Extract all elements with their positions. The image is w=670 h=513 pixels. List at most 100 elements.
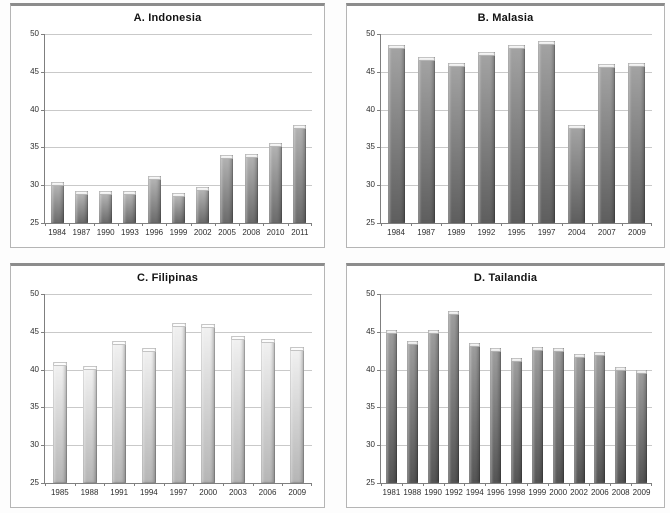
gridline	[45, 185, 312, 187]
bar	[244, 154, 258, 223]
bar-slot	[69, 34, 93, 223]
bar-slot	[104, 294, 134, 483]
bar-slot	[191, 34, 215, 223]
bar-slot	[441, 34, 471, 223]
bar-slot	[402, 294, 423, 483]
x-tick	[117, 223, 119, 226]
x-tick	[166, 223, 168, 226]
x-tick-label: 1987	[417, 228, 436, 237]
x-tick-label: 1994	[465, 488, 484, 497]
bar	[220, 154, 234, 223]
bar-slot	[45, 34, 69, 223]
plot-area: 25 30 35 40 45 50 1984 1987 1990 1993 1996 1999 2002…	[30, 30, 312, 237]
x-tick	[441, 223, 443, 226]
bar	[50, 182, 64, 223]
plot-area: 25 30 35 40 45 50 1985 1988 1991 1994 1997 2000 2003…	[30, 290, 312, 497]
x-tick	[589, 483, 591, 486]
y-tick-label: 50	[366, 289, 375, 298]
bar	[552, 348, 564, 483]
x-tick	[214, 223, 216, 226]
y-tick	[41, 71, 45, 73]
bar	[171, 192, 185, 223]
x-tick	[381, 483, 382, 486]
y-tick	[377, 331, 381, 333]
x-tick-label: 2005	[218, 228, 236, 237]
bar	[628, 62, 646, 223]
bar-slot	[94, 34, 118, 223]
x-tick-label: 1990	[424, 488, 442, 497]
y-tick	[41, 34, 45, 35]
bar-slot	[471, 34, 501, 223]
x-tick	[239, 223, 241, 226]
bar-slot	[501, 34, 531, 223]
x-tick	[568, 483, 570, 486]
bar-slot	[253, 294, 283, 483]
bar-slot	[164, 294, 194, 483]
y-tick-label: 50	[30, 29, 39, 38]
x-tick-label: 1999	[528, 488, 547, 497]
x-tick	[506, 483, 508, 486]
bar-slot	[527, 294, 548, 483]
x-tick	[282, 483, 284, 486]
bar-slot	[118, 34, 142, 223]
y-tick-label: 30	[30, 180, 39, 190]
y-tick	[377, 407, 381, 409]
y-tick	[41, 445, 45, 447]
x-tick-label: 1991	[110, 488, 129, 497]
bar	[123, 190, 137, 223]
bar	[448, 310, 460, 483]
x-tick-label: 2007	[597, 228, 616, 237]
bar	[598, 64, 616, 223]
x-tick	[651, 483, 652, 486]
y-tick-label: 25	[30, 478, 39, 487]
y-tick	[41, 407, 45, 409]
bar	[636, 369, 648, 483]
bar-slot	[562, 34, 592, 223]
y-tick-label: 30	[366, 180, 375, 190]
bar-slot	[288, 34, 312, 223]
bar	[387, 44, 405, 223]
y-tick	[377, 369, 381, 371]
y-tick-label: 35	[366, 142, 375, 152]
bar	[293, 124, 307, 223]
bar-slot	[610, 294, 631, 483]
x-tick-label: 1988	[80, 488, 99, 497]
bar	[171, 323, 186, 483]
y-tick	[41, 331, 45, 333]
x-tick	[471, 223, 473, 226]
bar-slot	[411, 34, 441, 223]
bar	[417, 56, 435, 223]
bar-slot	[215, 34, 239, 223]
x-tick	[443, 483, 445, 486]
x-tick	[190, 223, 192, 226]
bar	[469, 343, 481, 483]
x-tick-label: 1997	[169, 488, 188, 497]
chart-panel-filipinas: C. Filipinas 25 30 35 40 45 50 1985 1988 1991 199…	[10, 263, 325, 508]
x-tick	[621, 223, 623, 226]
x-tick	[591, 223, 593, 226]
x-tick	[501, 223, 503, 226]
y-tick	[41, 294, 45, 295]
gridline	[45, 71, 312, 73]
bar	[82, 365, 97, 483]
x-tick	[193, 483, 195, 486]
x-tick	[311, 223, 312, 226]
x-tick-label: 2003	[228, 488, 247, 497]
bar	[594, 352, 606, 483]
bar-slot	[506, 294, 527, 483]
x-tick-label: 1981	[382, 488, 401, 497]
x-tick	[133, 483, 135, 486]
x-tick	[263, 223, 265, 226]
bar-slot	[193, 294, 223, 483]
bar-slot	[423, 294, 444, 483]
x-tick-label: 2002	[193, 228, 212, 237]
bar-slot	[548, 294, 569, 483]
bar-slot	[444, 294, 465, 483]
bar-slot	[622, 34, 652, 223]
x-tick-label: 2009	[632, 488, 651, 497]
x-tick	[287, 223, 289, 226]
y-tick-label: 25	[366, 218, 375, 227]
x-tick-label: 1992	[445, 488, 463, 497]
y-tick	[377, 109, 381, 111]
bar-slot	[45, 294, 75, 483]
